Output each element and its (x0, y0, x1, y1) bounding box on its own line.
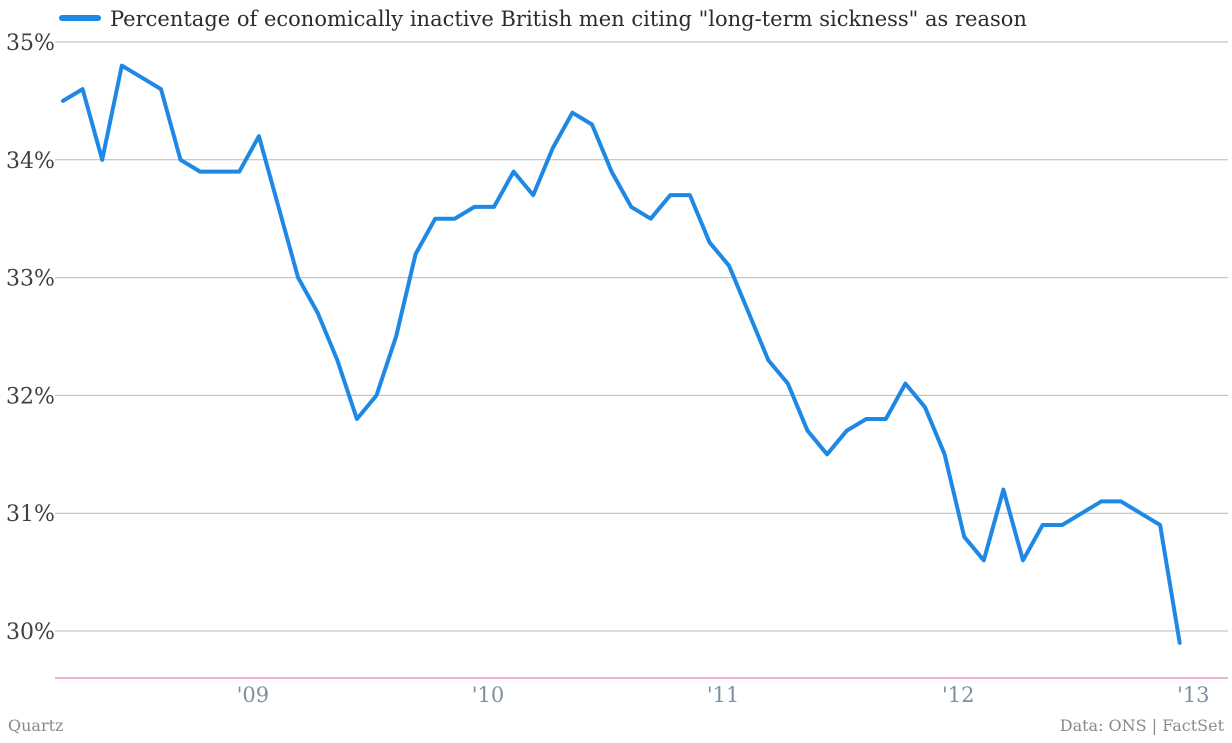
data-point (121, 65, 123, 67)
data-point (82, 88, 84, 90)
data-point (356, 418, 358, 420)
y-tick-label: 32% (6, 384, 55, 409)
data-point (336, 359, 338, 361)
data-point (238, 171, 240, 173)
data-point (493, 206, 495, 208)
data-point (140, 76, 142, 78)
data-point (199, 171, 201, 173)
series-layer (61, 63, 1182, 645)
data-point (944, 453, 946, 455)
legend: Percentage of economically inactive Brit… (59, 7, 1027, 31)
x-tick-label: '12 (942, 683, 975, 707)
x-tick-label: '09 (237, 683, 270, 707)
data-point (1042, 524, 1044, 526)
data-point (689, 194, 691, 196)
legend-label: Percentage of economically inactive Brit… (110, 7, 1027, 31)
data-point (532, 194, 534, 196)
data-point (277, 206, 280, 208)
data-point (395, 335, 397, 338)
data-point (454, 218, 456, 220)
data-point (846, 430, 848, 432)
data-point (1022, 559, 1024, 561)
data-point (552, 147, 554, 149)
data-point (963, 536, 965, 538)
data-point (297, 277, 299, 279)
data-point (62, 100, 64, 102)
data-point (806, 430, 809, 432)
y-tick-label: 31% (6, 502, 55, 527)
data-point (787, 383, 789, 385)
brand-label: Quartz (8, 716, 64, 735)
data-point (160, 88, 162, 90)
data-point (767, 359, 769, 361)
x-axis-ticks: '09 '10 '11 '12 '13 (237, 683, 1210, 707)
data-point (1100, 500, 1102, 502)
data-point (258, 135, 260, 137)
data-point (571, 112, 574, 114)
data-point (708, 241, 711, 243)
data-point (375, 394, 378, 396)
data-point (924, 406, 926, 408)
data-point (669, 194, 671, 196)
data-point (1159, 524, 1161, 526)
gridlines (55, 41, 1228, 679)
y-axis-ticks: 30% 31% 32% 33% 34% 35% (6, 31, 55, 645)
source-label: Data: ONS | FactSet (1059, 716, 1224, 735)
data-point (748, 312, 750, 314)
data-point (904, 383, 907, 385)
data-point (1081, 512, 1083, 514)
data-point (513, 171, 515, 173)
data-point (219, 171, 221, 173)
series-line (61, 63, 1182, 645)
data-point (473, 206, 475, 208)
data-point (826, 453, 828, 455)
y-tick-label: 30% (6, 620, 55, 645)
data-point (650, 218, 652, 220)
data-point (179, 159, 182, 161)
data-point (1061, 524, 1063, 526)
data-point (1179, 642, 1181, 644)
data-point (591, 123, 593, 126)
y-tick-label: 33% (6, 267, 55, 292)
data-point (1002, 489, 1005, 491)
data-point (1120, 500, 1122, 502)
y-tick-label: 34% (6, 149, 55, 174)
x-tick-label: '11 (707, 683, 740, 707)
data-point (434, 218, 436, 220)
data-point (865, 418, 867, 420)
data-point (1139, 512, 1142, 514)
data-point (983, 559, 985, 561)
data-point (728, 265, 730, 267)
x-tick-label: '13 (1177, 683, 1210, 707)
data-point (415, 253, 417, 255)
data-point (101, 159, 103, 161)
data-point (611, 171, 613, 173)
y-tick-label: 35% (6, 31, 55, 56)
data-point (885, 418, 887, 420)
data-point (317, 312, 319, 314)
data-point (630, 206, 632, 208)
x-tick-label: '10 (472, 683, 505, 707)
